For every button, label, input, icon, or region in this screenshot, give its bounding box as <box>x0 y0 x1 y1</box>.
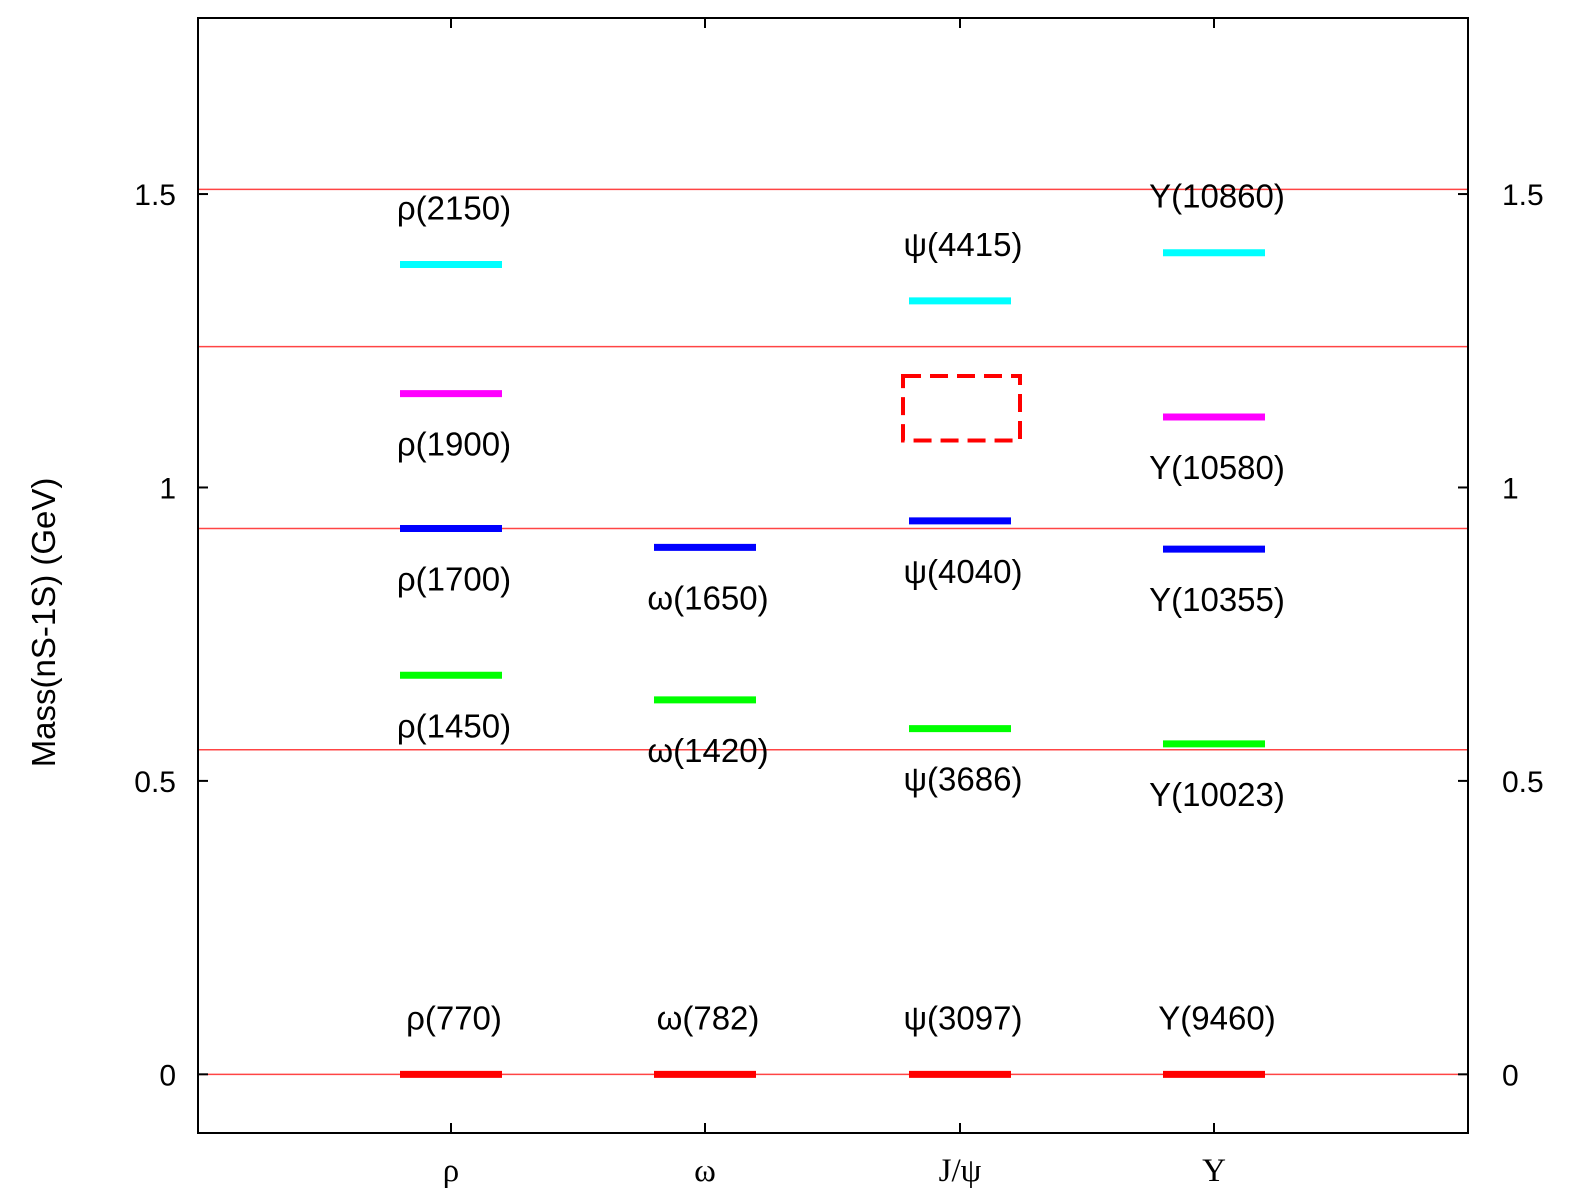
axis-ticks: 0 0 0.5 0.5 1 1 1.5 1.5 <box>134 179 1543 1092</box>
category-label: ω <box>694 1153 716 1189</box>
level-label: ρ(1700) <box>397 561 511 598</box>
level-label: ρ(1900) <box>397 426 511 463</box>
category-label: ρ <box>443 1153 459 1189</box>
level-bars <box>400 249 1265 1078</box>
level-labels: ρ(770) ρ(1450) ρ(1700) ρ(1900) ρ(2150) ω(782)… <box>397 178 1285 1037</box>
missing-state-box <box>901 373 1022 443</box>
level-label: ρ(770) <box>406 999 502 1036</box>
y-tick-label-left: 0.5 <box>134 766 176 799</box>
y-tick-label-right: 1.5 <box>1502 179 1544 212</box>
level-label: ρ(1450) <box>397 707 511 744</box>
level-label: Υ(9460) <box>1158 999 1275 1036</box>
level-label: ρ(2150) <box>397 189 511 226</box>
level-label: ω(1650) <box>647 579 768 616</box>
y-tick-label-right: 0 <box>1502 1059 1519 1092</box>
level-label: ψ(4415) <box>904 226 1023 263</box>
level-label: ψ(3686) <box>904 761 1023 798</box>
level-label: ω(1420) <box>647 732 768 769</box>
y-tick-label-left: 0 <box>159 1059 176 1092</box>
reference-lines <box>198 188 1468 1076</box>
category-label: J/ψ <box>939 1153 982 1189</box>
level-label: Υ(10860) <box>1149 178 1285 215</box>
missing-state-marker <box>901 373 1022 443</box>
y-axis-title: Mass(nS-1S) (GeV) <box>25 478 62 768</box>
level-label: Υ(10580) <box>1149 449 1285 486</box>
category-label: Υ <box>1202 1153 1226 1189</box>
y-tick-label-left: 1 <box>159 472 176 505</box>
level-label: Υ(10355) <box>1149 581 1285 618</box>
level-label: ψ(4040) <box>904 553 1023 590</box>
y-tick-label-right: 0.5 <box>1502 766 1544 799</box>
category-axis: ρ ω J/ψ Υ <box>443 18 1226 1189</box>
level-label: ψ(3097) <box>904 999 1023 1036</box>
plot-frame <box>197 17 1469 1134</box>
y-tick-label-right: 1 <box>1502 472 1519 505</box>
level-label: Υ(10023) <box>1149 776 1285 813</box>
y-tick-label-left: 1.5 <box>134 179 176 212</box>
level-label: ω(782) <box>657 999 760 1036</box>
